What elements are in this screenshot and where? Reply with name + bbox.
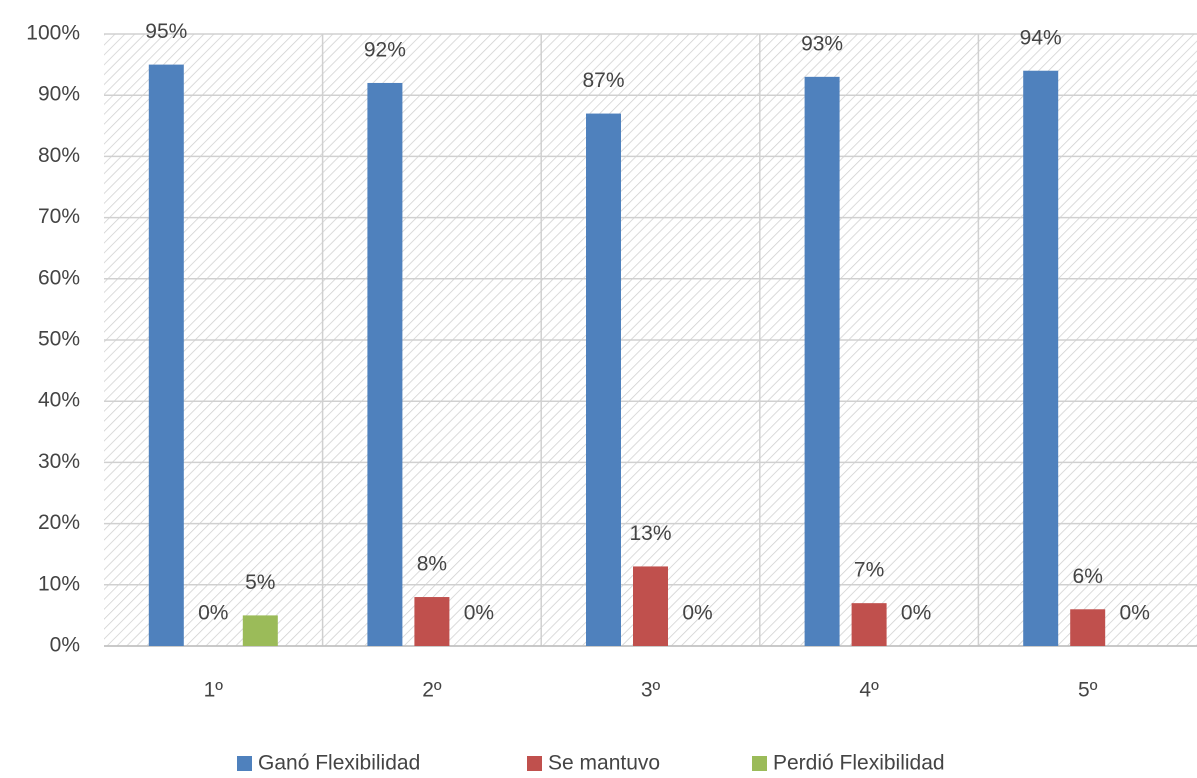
legend-swatch [752, 756, 767, 771]
value-label: 95% [145, 20, 187, 43]
bar [586, 113, 621, 646]
y-tick-label: 60% [38, 266, 80, 289]
value-label: 8% [417, 553, 447, 576]
value-label: 94% [1020, 26, 1062, 49]
legend-swatch [527, 756, 542, 771]
x-tick-label: 2º [422, 679, 442, 702]
bar [1023, 70, 1059, 647]
bar [242, 615, 278, 646]
bar [367, 82, 403, 646]
bar [148, 64, 184, 647]
x-tick-label: 5º [1078, 679, 1098, 702]
legend-label: Ganó Flexibilidad [258, 752, 420, 775]
y-tick-label: 0% [50, 634, 80, 657]
bar [851, 603, 887, 646]
value-label: 87% [582, 69, 624, 92]
y-tick-label: 30% [38, 450, 80, 473]
value-label: 0% [901, 602, 931, 625]
y-tick-label: 10% [38, 572, 80, 595]
legend-label: Se mantuvo [548, 752, 660, 775]
value-label: 0% [682, 602, 712, 625]
y-tick-label: 100% [26, 22, 80, 45]
value-label: 13% [629, 522, 671, 545]
bar [1070, 609, 1106, 646]
y-tick-label: 20% [38, 511, 80, 534]
value-label: 0% [464, 602, 494, 625]
y-tick-label: 80% [38, 144, 80, 167]
y-tick-label: 40% [38, 389, 80, 412]
x-tick-label: 3º [641, 679, 661, 702]
bar [804, 76, 840, 647]
value-label: 0% [198, 602, 228, 625]
x-tick-label: 1º [204, 679, 224, 702]
value-label: 0% [1120, 602, 1150, 625]
bar [633, 566, 668, 646]
x-tick-label: 4º [859, 679, 879, 702]
y-tick-label: 50% [38, 328, 80, 351]
value-label: 92% [364, 39, 406, 62]
legend-label: Perdió Flexibilidad [773, 752, 945, 775]
value-label: 93% [801, 32, 843, 55]
legend-swatch [237, 756, 252, 771]
value-label: 7% [854, 559, 884, 582]
y-tick-label: 70% [38, 205, 80, 228]
value-label: 6% [1073, 565, 1103, 588]
bar [414, 597, 450, 646]
value-label: 5% [245, 571, 275, 594]
y-tick-label: 90% [38, 83, 80, 106]
